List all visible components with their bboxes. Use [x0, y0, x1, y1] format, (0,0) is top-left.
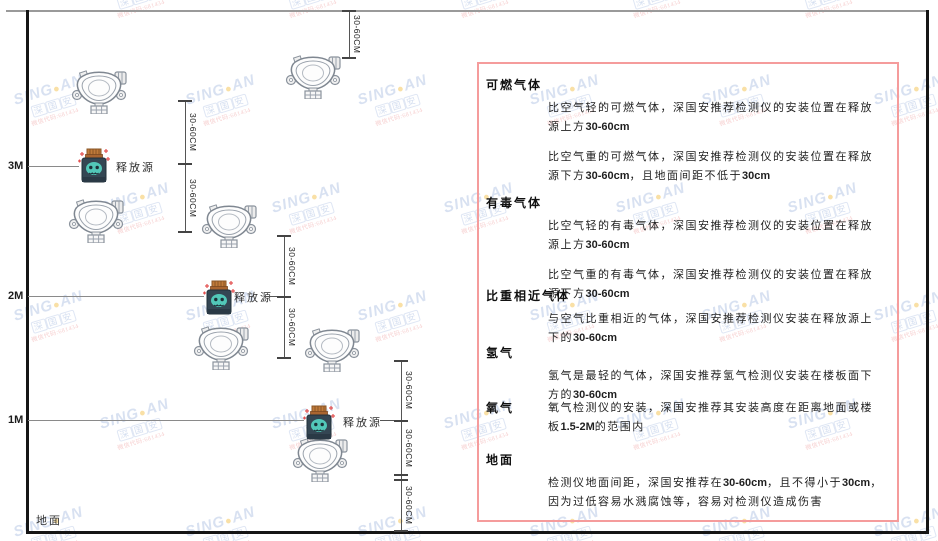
height-line-1m — [28, 420, 304, 421]
dimension-tick — [277, 357, 291, 359]
gas-detector-icon — [70, 68, 128, 114]
dimension-tick — [178, 231, 192, 233]
release-source-icon — [202, 280, 236, 316]
section-heading: 氢气 — [486, 346, 515, 360]
dimension-label: 30-60CM — [352, 14, 362, 54]
gas-detector-icon — [284, 53, 342, 99]
dimension-line — [349, 10, 350, 58]
section-paragraph: 检测仪地面间距，深国安推荐在30-60cm，且不得小于30cm，因为过低容易水溅… — [548, 477, 883, 508]
height-label-2m: 2M — [8, 290, 24, 302]
release-source-icon — [77, 148, 111, 184]
ground-label: 地面 — [36, 515, 62, 527]
section-paragraph: 比空气轻的可燃气体，深国安推荐检测仪的安装位置在释放源上方30-60cm — [548, 102, 873, 133]
dimension-label: 30-60CM — [404, 428, 414, 468]
panel-section: 氢气氢气是最轻的气体，深国安推荐氢气检测仪安装在楼板面下方的30-60cm — [486, 344, 885, 416]
dimension-tick — [178, 100, 192, 102]
release-source-label: 释放源 — [343, 417, 382, 429]
dimension-tick — [277, 296, 291, 298]
dimension-tick — [277, 235, 291, 237]
panel-section: 可燃气体 比空气轻的可燃气体，深国安推荐检测仪的安装位置在释放源上方30-60cm… — [486, 76, 885, 197]
dimension-label: 30-60CM — [188, 112, 198, 152]
section-paragraph: 氧气检测仪的安装，深国安推荐其安装高度在距离地面或楼板1.5-2M的范围内 — [548, 402, 873, 433]
height-line-2m — [28, 296, 204, 297]
section-paragraph: 比空气重的可燃气体，深国安推荐检测仪的安装位置在释放源下方30-60cm，且地面… — [548, 151, 873, 182]
dimension-tick — [342, 57, 356, 59]
dimension-line — [185, 100, 186, 232]
section-paragraph: 比空气重的有毒气体，深国安推荐检测仪的安装位置在释放源下方30-60cm — [548, 269, 873, 300]
section-heading: 可燃气体 — [486, 78, 543, 92]
dimension-break-tick — [394, 474, 408, 476]
ceiling-line — [6, 10, 928, 12]
ground-line — [26, 531, 929, 534]
panel-section: 比重相近气体与空气比重相近的气体，深国安推荐检测仪安装在释放源上下的30-60c… — [486, 287, 885, 359]
panel-section: 地面检测仪地面间距，深国安推荐在30-60cm，且不得小于30cm，因为过低容易… — [486, 451, 885, 523]
dimension-label: 30-60CM — [404, 371, 414, 410]
gas-detector-icon — [291, 436, 349, 482]
dimension-tick — [394, 530, 408, 532]
dimension-tick — [394, 420, 408, 422]
instruction-panel: 可燃气体 比空气轻的可燃气体，深国安推荐检测仪的安装位置在释放源上方30-60cm… — [477, 62, 899, 522]
section-paragraph: 比空气轻的有毒气体，深国安推荐检测仪的安装位置在释放源上方30-60cm — [548, 220, 873, 251]
left-wall-line — [26, 10, 29, 533]
dimension-break-tick — [394, 479, 408, 481]
dimension-label: 30-60CM — [287, 246, 297, 286]
dimension-tick — [178, 163, 192, 165]
release-source-label: 释放源 — [116, 162, 155, 174]
gas-detector-icon — [67, 197, 125, 243]
section-paragraph: 与空气比重相近的气体，深国安推荐检测仪安装在释放源上下的30-60cm — [548, 313, 873, 344]
section-heading: 比重相近气体 — [486, 289, 571, 303]
gas-detector-icon — [303, 326, 361, 372]
section-heading: 氧气 — [486, 401, 515, 415]
dimension-label: 30-60CM — [188, 178, 198, 218]
height-label-3m: 3M — [8, 160, 24, 172]
dimension-label: 30-60CM — [287, 308, 297, 347]
section-heading: 地面 — [486, 453, 515, 467]
panel-section: 有毒气体 比空气轻的有毒气体，深国安推荐检测仪的安装位置在释放源上方30-60cm… — [486, 194, 885, 315]
section-paragraph: 氢气是最轻的气体，深国安推荐氢气检测仪安装在楼板面下方的30-60cm — [548, 370, 873, 401]
gas-detector-icon — [192, 324, 250, 370]
dimension-label: 30-60CM — [404, 486, 414, 525]
leader-line — [264, 296, 285, 297]
release-source-icon — [302, 405, 336, 441]
section-heading: 有毒气体 — [486, 196, 543, 210]
gas-detector-icon — [200, 202, 258, 248]
height-label-1m: 1M — [8, 414, 24, 426]
release-source-label: 释放源 — [234, 292, 273, 304]
dimension-tick — [342, 10, 356, 12]
dimension-tick — [394, 360, 408, 362]
leader-line — [380, 420, 402, 421]
right-wall-line — [926, 10, 929, 533]
dimension-line — [401, 360, 402, 532]
panel-section: 氧气 氧气检测仪的安装，深国安推荐其安装高度在距离地面或楼板1.5-2M的范围内 — [486, 399, 885, 448]
height-line-3m — [28, 166, 79, 167]
